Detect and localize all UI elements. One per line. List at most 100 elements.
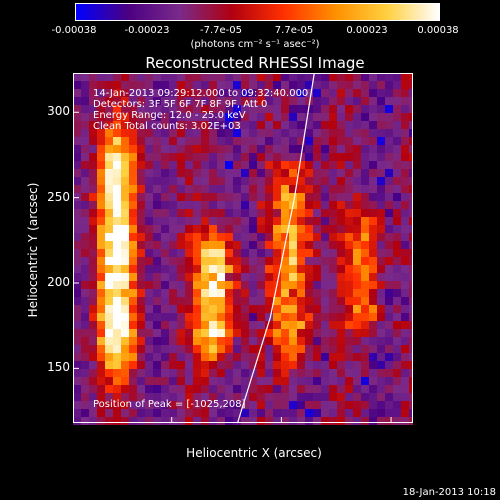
heatmap-cell xyxy=(129,257,137,265)
heatmap-cell xyxy=(209,249,217,257)
heatmap-cell xyxy=(353,81,361,89)
heatmap-cell xyxy=(169,393,177,401)
heatmap-cell xyxy=(281,385,289,393)
heatmap-cell xyxy=(169,361,177,369)
heatmap-cell xyxy=(121,209,129,217)
heatmap-cell xyxy=(137,201,145,209)
heatmap-cell xyxy=(89,201,97,209)
heatmap-cell xyxy=(249,313,257,321)
heatmap-cell xyxy=(297,161,305,169)
heatmap-cell xyxy=(289,137,297,145)
heatmap-cell xyxy=(289,369,297,377)
heatmap-cell xyxy=(217,177,225,185)
heatmap-cell xyxy=(337,153,345,161)
heatmap-cell xyxy=(249,113,257,121)
heatmap-cell xyxy=(185,353,193,361)
heatmap-cell xyxy=(209,417,217,425)
heatmap-cell xyxy=(209,89,217,97)
heatmap-cell xyxy=(313,121,321,129)
heatmap-cell xyxy=(377,153,385,161)
heatmap-cell xyxy=(361,377,369,385)
heatmap-cell xyxy=(297,81,305,89)
heatmap-cell xyxy=(353,313,361,321)
heatmap-cell xyxy=(321,177,329,185)
heatmap-cell xyxy=(225,409,233,417)
heatmap-cell xyxy=(89,137,97,145)
heatmap-cell xyxy=(401,257,409,265)
heatmap-cell xyxy=(297,185,305,193)
heatmap-cell xyxy=(177,137,185,145)
heatmap-cell xyxy=(353,225,361,233)
heatmap-cell xyxy=(137,337,145,345)
heatmap-cell xyxy=(377,417,385,425)
heatmap-cell xyxy=(201,353,209,361)
heatmap-cell xyxy=(369,369,377,377)
heatmap-cells xyxy=(73,73,413,425)
heatmap-cell xyxy=(289,129,297,137)
heatmap-cell xyxy=(385,385,393,393)
heatmap-cell xyxy=(361,81,369,89)
heatmap-cell xyxy=(289,329,297,337)
heatmap-cell xyxy=(217,153,225,161)
heatmap-cell xyxy=(265,409,273,417)
heatmap-cell xyxy=(121,81,129,89)
heatmap-cell xyxy=(249,145,257,153)
x-axis-label: Heliocentric X (arcsec) xyxy=(186,446,322,460)
heatmap-cell xyxy=(401,337,409,345)
heatmap-cell xyxy=(161,393,169,401)
heatmap-cell xyxy=(145,129,153,137)
heatmap-cell xyxy=(185,177,193,185)
heatmap-cell xyxy=(409,409,413,417)
heatmap-cell xyxy=(233,369,241,377)
heatmap-cell xyxy=(305,145,313,153)
heatmap-cell xyxy=(233,393,241,401)
heatmap-cell xyxy=(225,201,233,209)
heatmap-cell xyxy=(97,153,105,161)
heatmap-cell xyxy=(73,281,81,289)
heatmap-cell xyxy=(233,337,241,345)
heatmap-cell xyxy=(145,297,153,305)
heatmap-cell xyxy=(337,177,345,185)
heatmap-cell xyxy=(393,89,401,97)
heatmap-cell xyxy=(329,169,337,177)
heatmap-cell xyxy=(209,145,217,153)
colorbar-tick-label: 0.00023 xyxy=(346,25,388,36)
heatmap-cell xyxy=(121,105,129,113)
heatmap-cell xyxy=(233,409,241,417)
heatmap-cell xyxy=(369,225,377,233)
heatmap-cell xyxy=(257,281,265,289)
heatmap-cell xyxy=(105,393,113,401)
heatmap-cell xyxy=(409,265,413,273)
heatmap-cell xyxy=(233,129,241,137)
heatmap-cell xyxy=(81,209,89,217)
heatmap-cell xyxy=(321,377,329,385)
heatmap-cell xyxy=(89,369,97,377)
heatmap-cell xyxy=(177,97,185,105)
heatmap-cell xyxy=(137,177,145,185)
heatmap-cell xyxy=(281,265,289,273)
heatmap-cell xyxy=(73,345,81,353)
heatmap-cell xyxy=(161,81,169,89)
heatmap-cell xyxy=(257,273,265,281)
heatmap-cell xyxy=(201,81,209,89)
heatmap-cell xyxy=(401,313,409,321)
heatmap-cell xyxy=(345,289,353,297)
heatmap-cell xyxy=(169,345,177,353)
heatmap-cell xyxy=(177,281,185,289)
heatmap-cell xyxy=(353,273,361,281)
heatmap-cell xyxy=(265,329,273,337)
heatmap-cell xyxy=(89,169,97,177)
heatmap-cell xyxy=(233,297,241,305)
heatmap-cell xyxy=(113,249,121,257)
heatmap-cell xyxy=(153,89,161,97)
heatmap-cell xyxy=(129,393,137,401)
heatmap-cell xyxy=(185,337,193,345)
heatmap-cell xyxy=(153,81,161,89)
heatmap-cell xyxy=(393,201,401,209)
heatmap-cell xyxy=(353,337,361,345)
heatmap-cell xyxy=(81,169,89,177)
heatmap-cell xyxy=(217,289,225,297)
heatmap-cell xyxy=(377,321,385,329)
heatmap-cell xyxy=(401,193,409,201)
heatmap-cell xyxy=(137,241,145,249)
